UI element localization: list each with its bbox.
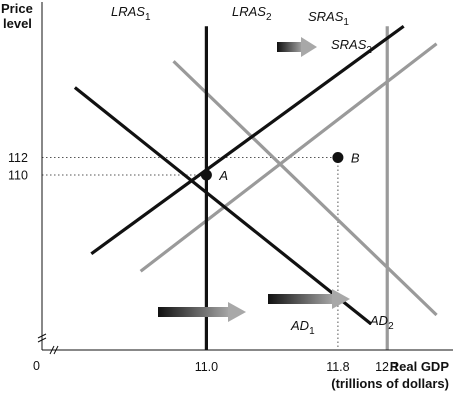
- origin-label: 0: [33, 359, 40, 373]
- curve-label-lras2: LRAS2: [232, 4, 272, 23]
- point-a: [200, 169, 212, 181]
- curve-ad2: [172, 60, 438, 317]
- curve-sras2: [139, 42, 438, 273]
- x-axis-title-line1: Real GDP: [390, 359, 450, 374]
- x-tick-label: 11.0: [195, 360, 218, 374]
- curve-label-sras1: SRAS1: [308, 9, 349, 28]
- y-axis-title-line2: level: [3, 16, 32, 31]
- curve-label-ad2: AD2: [369, 313, 394, 332]
- equilibrium-points: AB: [200, 151, 360, 183]
- curve-labels: LRAS1 LRAS2 SRAS1 SRAS2 AD1 AD2: [111, 4, 394, 337]
- point-b: [332, 152, 344, 163]
- tick-labels: 11.0 11.8 12.1 110 112: [8, 151, 399, 374]
- curve-label-ad1: AD1: [290, 318, 315, 337]
- sras-shift-arrow: [277, 37, 317, 57]
- y-axis-title-line1: Price: [1, 1, 33, 16]
- lras-shift-arrow: [158, 302, 246, 322]
- axis-break-icon: [37, 333, 59, 355]
- curve-ad1: [73, 86, 372, 326]
- x-tick-label: 11.8: [326, 360, 349, 374]
- x-axis-title-line2: (trillions of dollars): [331, 376, 449, 391]
- curves: [73, 24, 438, 350]
- point-label-a: A: [218, 168, 228, 183]
- ad-shift-arrow: [268, 289, 350, 309]
- point-label-b: B: [351, 151, 360, 166]
- curve-label-lras1: LRAS1: [111, 4, 151, 23]
- curve-sras1: [90, 24, 405, 256]
- curve-label-sras2: SRAS2: [331, 37, 372, 56]
- y-tick-label: 110: [8, 169, 28, 183]
- y-tick-label: 112: [8, 151, 28, 165]
- x-tick-label: 12.1: [375, 360, 399, 374]
